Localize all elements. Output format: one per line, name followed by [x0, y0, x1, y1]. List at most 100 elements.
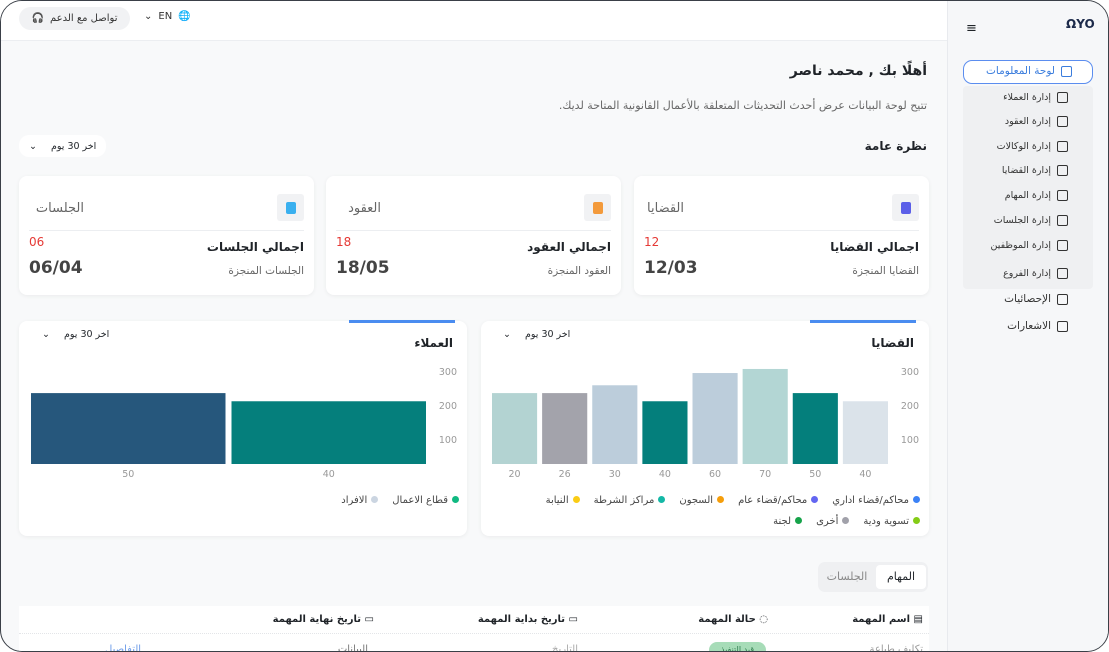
y-tick-label: 300 [901, 367, 919, 378]
chevron-down-icon: ⌄ [144, 11, 153, 22]
bar[interactable] [842, 401, 888, 464]
header-end-date[interactable]: ▭ تاريخ نهاية المهمة [272, 614, 374, 625]
bar[interactable] [642, 401, 688, 464]
legend-item[interactable]: السجون [679, 495, 725, 506]
stat-title: العقود [348, 201, 381, 216]
language-label: EN [158, 11, 173, 22]
tasks-table [19, 606, 929, 651]
header-label: تاريخ بداية المهمة [477, 614, 566, 625]
bar[interactable] [592, 385, 638, 464]
tab-tasks[interactable]: المهام [876, 565, 926, 589]
bar[interactable] [492, 393, 538, 464]
stat-card-0: القضايا اجمالي القضايا 12 القضايا المنجز… [634, 176, 929, 295]
overview-period-dropdown[interactable]: ⌄ اخر 30 يوم [19, 135, 107, 157]
period-label: اخر 30 يوم [524, 328, 571, 340]
divider [644, 230, 919, 231]
legend-item[interactable]: لجنة [773, 516, 803, 527]
legend-dot-icon [795, 517, 803, 524]
legend-label: أخرى [816, 516, 839, 527]
stat-total: 12 [644, 235, 660, 249]
header-task-name[interactable]: ▤ اسم المهمة [852, 614, 923, 625]
sidebar-item-0[interactable]: لوحة المعلومات [986, 65, 1072, 77]
bar[interactable] [31, 393, 226, 464]
legend-dot-icon [658, 496, 666, 503]
stat-total-label: اجمالي الجلسات [206, 240, 304, 254]
x-tick-label: 50 [809, 469, 821, 480]
stat-total-label: اجمالي العقود [527, 240, 611, 254]
legend-label: الافراد [341, 495, 368, 506]
chevron-down-icon: ⌄ [503, 328, 511, 340]
sidebar-item-4[interactable]: إدارة القضايا [1002, 165, 1068, 176]
y-tick-label: 100 [901, 435, 919, 446]
stat-done: 06/04 [29, 258, 83, 278]
document-icon [584, 194, 611, 221]
stat-total: 18 [336, 235, 352, 249]
sidebar-item-3[interactable]: إدارة الوكالات [997, 141, 1068, 152]
bar[interactable] [542, 393, 588, 464]
y-tick-label: 200 [901, 401, 919, 412]
stat-title: الجلسات [35, 201, 84, 216]
clients-period-dropdown[interactable]: ⌄ اخر 30 يوم [32, 323, 119, 345]
sidebar-item-9[interactable]: الإحصائيات [1004, 293, 1068, 305]
legend-item[interactable]: تسوية ودية [863, 516, 920, 527]
sidebar-item-10[interactable]: الاشعارات [1007, 320, 1068, 332]
divider [29, 230, 304, 231]
menu-toggle-icon[interactable]: ≡ [966, 21, 977, 36]
users-icon [1057, 240, 1068, 251]
legend-item[interactable]: محاكم/قضاء عام [738, 495, 819, 506]
chart-board-icon [1057, 293, 1068, 305]
x-tick-label: 20 [509, 469, 521, 480]
legend-item[interactable]: أخرى [816, 516, 850, 527]
stat-title: القضايا [647, 201, 684, 216]
stat-card-2: الجلسات اجمالي الجلسات 06 الجلسات المنجز… [19, 176, 314, 295]
cases-period-dropdown[interactable]: ⌄ اخر 30 يوم [493, 323, 580, 345]
legend-item[interactable]: النيابة [546, 495, 580, 506]
legend-item[interactable]: الافراد [341, 495, 379, 506]
sidebar-item-6[interactable]: إدارة الجلسات [994, 215, 1068, 226]
header-task-status[interactable]: ◌ حالة المهمة [698, 614, 768, 625]
legend-item[interactable]: مراكز الشرطة [594, 495, 666, 506]
x-tick-label: 30 [609, 469, 621, 480]
details-link[interactable]: التفاصيل [105, 644, 142, 652]
sidebar-item-2[interactable]: إدارة العقود [1005, 116, 1068, 127]
checkbox-icon [1057, 190, 1068, 201]
overview-title: نظرة عامة [864, 139, 927, 153]
documents-icon [1057, 116, 1068, 127]
stat-total: 06 [29, 235, 45, 249]
bar[interactable] [792, 393, 838, 464]
bar[interactable] [692, 373, 738, 464]
legend-item[interactable]: قطاع الاعمال [392, 495, 459, 506]
sidebar-item-8[interactable]: إدارة الفروع [1003, 268, 1068, 279]
sidebar-item-label: الإحصائيات [1004, 293, 1051, 305]
legend-item[interactable]: محاكم/قضاء اداري [832, 495, 920, 506]
clients-bar-chart: 100 200 300 50 40 [31, 367, 457, 480]
sidebar-item-5[interactable]: إدارة المهام [1005, 190, 1068, 201]
legend-dot-icon [572, 496, 580, 503]
x-tick-label: 50 [122, 469, 134, 480]
document-icon [892, 194, 919, 221]
logo: ΩYO [1066, 17, 1095, 31]
cases-legend: محاكم/قضاء اداري محاكم/قضاء عام السجون مراك… [500, 495, 920, 527]
sidebar-item-label: إدارة الوكالات [996, 141, 1051, 152]
cell-end-date: البيانات [337, 644, 368, 652]
legend-label: تسوية ودية [863, 516, 909, 527]
cell-task-name: تكليف طباعة [869, 644, 923, 652]
headset-icon: 🎧 [31, 13, 44, 24]
support-button[interactable]: 🎧 تواصل مع الدعم [19, 7, 130, 30]
bar[interactable] [742, 368, 788, 464]
sidebar-item-1[interactable]: إدارة العملاء [1003, 92, 1068, 103]
legend-label: محاكم/قضاء عام [738, 495, 808, 506]
x-tick-label: 40 [659, 469, 671, 480]
legend-dot-icon [842, 517, 850, 524]
sidebar-item-label: لوحة المعلومات [986, 65, 1055, 77]
header-start-date[interactable]: ▭ تاريخ بداية المهمة [477, 614, 578, 625]
user-badge-icon [1057, 141, 1068, 152]
document-icon [277, 194, 304, 221]
sidebar-item-7[interactable]: إدارة الموظفين [991, 240, 1068, 251]
bar[interactable] [231, 401, 427, 464]
tabs: المهام الجلسات [818, 562, 928, 592]
tab-sessions[interactable]: الجلسات [826, 570, 868, 583]
cases-chart-title: القضايا [871, 336, 914, 350]
language-selector[interactable]: ⌄ EN 🌐 [144, 11, 191, 22]
